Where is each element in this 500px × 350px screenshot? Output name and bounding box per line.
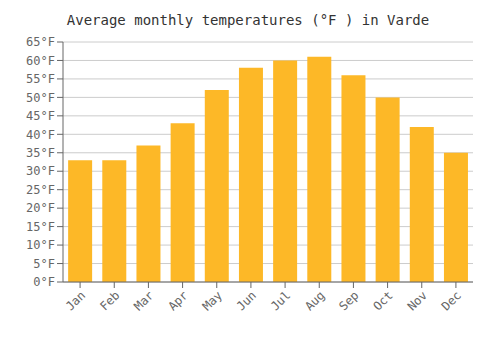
svg-text:65°F: 65°F bbox=[26, 35, 55, 49]
svg-text:45°F: 45°F bbox=[26, 109, 55, 123]
svg-text:5°F: 5°F bbox=[33, 257, 55, 271]
svg-text:0°F: 0°F bbox=[33, 275, 55, 289]
svg-text:20°F: 20°F bbox=[26, 201, 55, 215]
svg-text:Dec: Dec bbox=[439, 288, 464, 313]
svg-text:30°F: 30°F bbox=[26, 164, 55, 178]
svg-text:50°F: 50°F bbox=[26, 91, 55, 105]
svg-text:10°F: 10°F bbox=[26, 238, 55, 252]
svg-text:Jun: Jun bbox=[234, 288, 259, 313]
svg-text:Feb: Feb bbox=[97, 288, 122, 313]
svg-text:Apr: Apr bbox=[165, 288, 190, 313]
svg-text:60°F: 60°F bbox=[26, 54, 55, 68]
svg-text:May: May bbox=[200, 288, 225, 313]
svg-text:Mar: Mar bbox=[131, 288, 156, 313]
svg-text:Jul: Jul bbox=[268, 288, 293, 313]
svg-text:Oct: Oct bbox=[370, 288, 395, 313]
svg-text:Aug: Aug bbox=[302, 288, 327, 313]
html-text:Average monthly temperatures (: Average monthly temperatures (°F ) in Va… bbox=[66, 12, 430, 28]
svg-text:Sep: Sep bbox=[336, 288, 361, 313]
svg-text:25°F: 25°F bbox=[26, 183, 55, 197]
svg-text:Jan: Jan bbox=[63, 288, 88, 313]
svg-text:15°F: 15°F bbox=[26, 220, 55, 234]
svg-text:40°F: 40°F bbox=[26, 128, 55, 142]
svg-text:35°F: 35°F bbox=[26, 146, 55, 160]
svg-text:55°F: 55°F bbox=[26, 72, 55, 86]
svg-text:Nov: Nov bbox=[405, 288, 430, 313]
